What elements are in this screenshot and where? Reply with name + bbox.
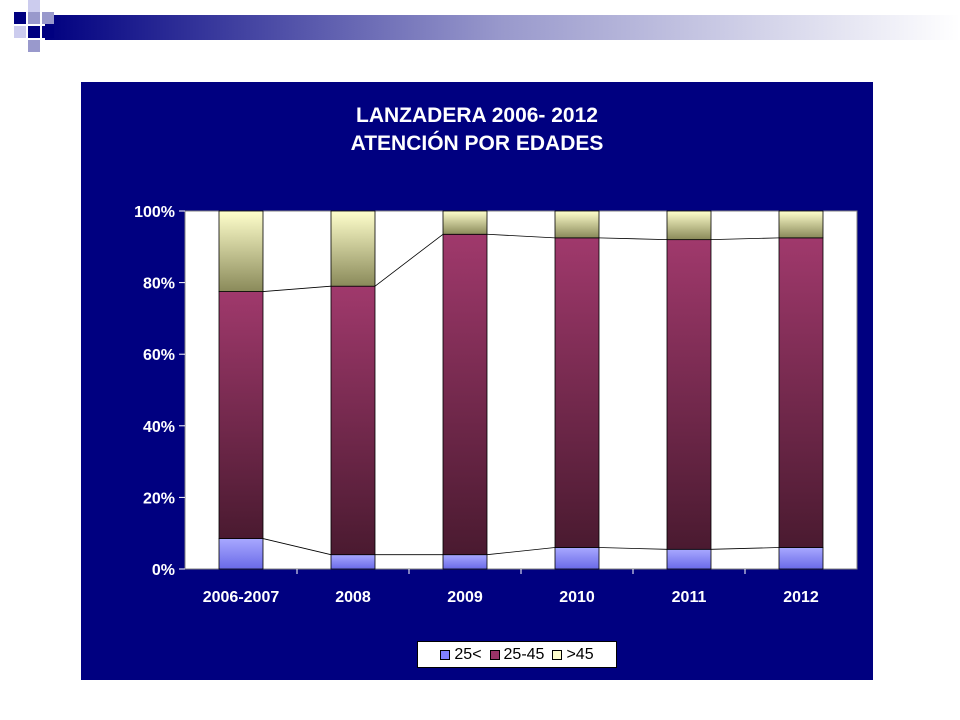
bar-25-45-2010 — [554, 237, 600, 548]
legend-label: 25< — [454, 645, 482, 663]
x-tick-label: 2011 — [672, 589, 707, 606]
legend-swatch — [552, 649, 563, 660]
series-line — [486, 547, 556, 556]
chart-title-line-2: ATENCIÓN POR EDADES — [350, 132, 604, 155]
series-line — [374, 233, 444, 287]
bar-25<-2006-2007 — [218, 538, 264, 570]
deco-square-5 — [28, 26, 40, 38]
x-tick-label: 2010 — [559, 589, 595, 606]
legend-item: >45 — [552, 645, 594, 664]
x-tick-label: 2009 — [447, 589, 483, 606]
series-line — [710, 237, 780, 241]
legend-swatch — [489, 649, 500, 660]
bar-25<-2009 — [442, 554, 488, 570]
bar->45-2006-2007 — [218, 210, 264, 292]
bar->45-2008 — [330, 210, 376, 287]
bar->45-2012 — [778, 210, 824, 239]
deco-square-6 — [42, 26, 54, 38]
legend-label: 25-45 — [503, 645, 545, 663]
series-line — [710, 547, 780, 550]
bar-25<-2011 — [666, 548, 712, 570]
bar-25-45-2011 — [666, 239, 712, 550]
bar-25<-2008 — [330, 554, 376, 570]
y-tick-label: 60% — [143, 347, 175, 364]
x-tick-label: 2012 — [783, 589, 819, 606]
y-tick-label: 100% — [134, 204, 175, 221]
bar-25<-2012 — [778, 547, 824, 570]
legend-label: >45 — [566, 645, 594, 663]
y-tick-label: 0% — [152, 562, 175, 579]
deco-square-4 — [42, 12, 54, 24]
bar-25-45-2012 — [778, 237, 824, 548]
legend-item: 25-45 — [489, 645, 545, 664]
deco-square-3 — [28, 12, 40, 24]
deco-square-7 — [28, 40, 40, 52]
bar-25-45-2008 — [330, 285, 376, 556]
y-tick-label: 40% — [143, 419, 175, 436]
plot-area-svg: 0% 20% 40% 60% 80% 100% 2006-2007 2008 2009 2010 2… — [134, 204, 858, 606]
deco-square-1 — [14, 12, 26, 24]
deco-square-8 — [14, 26, 26, 38]
bar->45-2009 — [442, 210, 488, 235]
bar->45-2011 — [666, 210, 712, 241]
bar->45-2010 — [554, 210, 600, 239]
series-line — [598, 237, 668, 241]
chart-panel: LANZADERA 2006- 2012 ATENCIÓN POR EDADES… — [81, 82, 873, 680]
slide-header-decoration — [14, 0, 960, 52]
series-line — [262, 538, 332, 556]
bar-25-45-2006-2007 — [218, 291, 264, 539]
bar-25-45-2009 — [442, 233, 488, 556]
plot-background — [184, 210, 858, 570]
chart-title-line-1: LANZADERA 2006- 2012 — [356, 104, 598, 127]
legend-item: 25< — [440, 645, 482, 664]
bar-25<-2010 — [554, 547, 600, 570]
legend-swatch — [440, 649, 451, 660]
deco-square-2 — [28, 0, 40, 12]
chart-title: LANZADERA 2006- 2012 ATENCIÓN POR EDADES — [81, 102, 873, 158]
series-line — [486, 233, 556, 239]
y-tick-label: 80% — [143, 276, 175, 293]
series-line — [598, 547, 668, 550]
y-tick-label: 20% — [143, 490, 175, 507]
header-gradient-bar — [45, 15, 960, 40]
series-line — [262, 285, 332, 292]
chart-legend: 25< 25-45 >45 — [417, 641, 617, 668]
x-tick-label: 2008 — [335, 589, 371, 606]
x-tick-label: 2006-2007 — [203, 589, 280, 606]
